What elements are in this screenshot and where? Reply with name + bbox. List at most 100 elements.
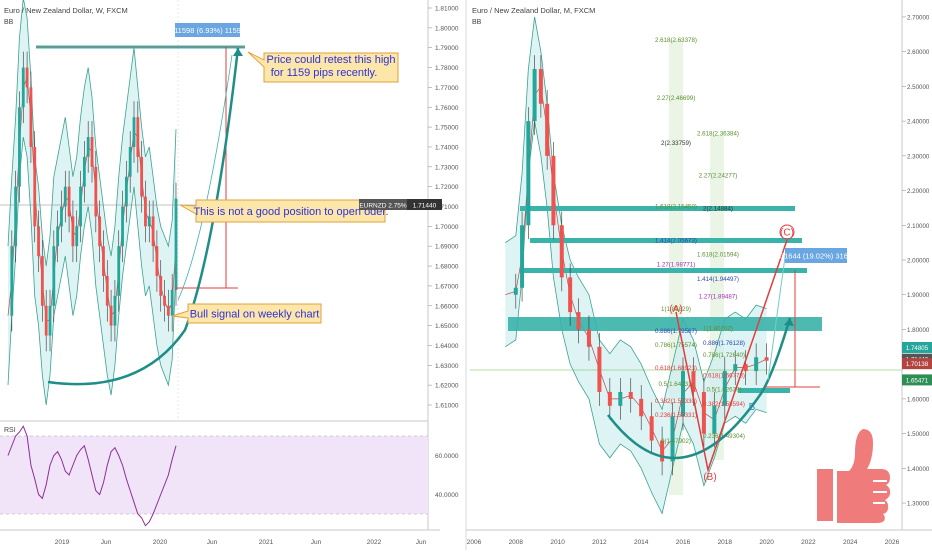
wave-label-b-minor: B bbox=[749, 402, 756, 413]
right-candle-body bbox=[597, 346, 602, 392]
right-y-tick-label: 1.30000 bbox=[907, 501, 930, 508]
rsi-series bbox=[7, 425, 177, 527]
right-price-tag-text: 1.74805 bbox=[906, 345, 929, 352]
right-y-tick-label: 2.40000 bbox=[907, 119, 930, 126]
left-indicator-label: BB bbox=[4, 19, 14, 26]
left-y-tick-label: 1.75000 bbox=[435, 125, 459, 132]
wave-c-circle bbox=[779, 224, 795, 240]
callout-bull-signal: Bull signal on weekly chart bbox=[171, 303, 322, 324]
right-candle-body bbox=[513, 287, 518, 295]
left-candle-body bbox=[136, 117, 140, 157]
fib-label: 0.618(1.68923) bbox=[655, 365, 697, 372]
right-x-tick-label: 2006 bbox=[467, 539, 482, 546]
left-candle-body bbox=[140, 156, 144, 197]
right-y-tick-label: 1.50000 bbox=[907, 431, 930, 438]
right-candle-body bbox=[568, 277, 573, 313]
right-y-tick-label: 1.40000 bbox=[907, 466, 930, 473]
left-price-series bbox=[10, 51, 178, 352]
fib-label: 1(1.85829) bbox=[661, 306, 691, 313]
right-x-tick-label: 2014 bbox=[634, 539, 649, 546]
left-candle-body bbox=[25, 67, 29, 88]
right-candle-body bbox=[520, 225, 525, 288]
fib-label: 1.27(1.98771) bbox=[657, 261, 696, 268]
left-x-tick-label: 2021 bbox=[259, 539, 274, 546]
wave-label-c: (C) bbox=[780, 228, 794, 239]
left-candle-body bbox=[117, 246, 121, 296]
fib-label: 0.236(1.55331) bbox=[655, 412, 697, 419]
left-x-tick-label: 2019 bbox=[55, 539, 70, 546]
left-x-tick-label: 2022 bbox=[367, 539, 382, 546]
right-x-tick-label: 2008 bbox=[509, 539, 524, 546]
right-candle-body bbox=[733, 364, 738, 372]
rsi-y-axis: 60.0000 40.0000 bbox=[435, 453, 459, 499]
left-bb-fill bbox=[8, 0, 176, 405]
left-candle-body bbox=[98, 216, 102, 247]
fib-right-labels: 2.618(2.36384) 2.27(2.24277) 2(2.14884) 1.6… bbox=[697, 131, 739, 333]
fib-label: 1.414(2.05673) bbox=[655, 237, 697, 244]
fib-label: 0.786(1.72640) bbox=[703, 352, 745, 359]
left-y-tick-label: 1.66000 bbox=[435, 303, 459, 310]
left-title: Euro / New Zealand Dollar, W, FXCM bbox=[4, 6, 128, 15]
right-y-tick-label: 2.70000 bbox=[907, 14, 930, 21]
left-y-tick-label: 1.64000 bbox=[435, 343, 459, 350]
right-price-tag bbox=[902, 374, 932, 386]
right-x-tick-label: 2026 bbox=[885, 539, 900, 546]
right-y-tick-label: 1.60000 bbox=[907, 396, 930, 403]
left-candle-body bbox=[124, 176, 128, 207]
left-y-tick-label: 1.69000 bbox=[435, 244, 459, 251]
right-x-tick-label: 2012 bbox=[592, 539, 607, 546]
right-measure-label: 0.31644 (19.02%) 3164.4 bbox=[774, 252, 859, 261]
left-candle-body bbox=[151, 216, 155, 247]
right-y-tick-label: 2.10000 bbox=[907, 223, 930, 230]
right-bb-fill bbox=[505, 16, 767, 514]
left-candle-body bbox=[174, 198, 178, 290]
right-bb-lower bbox=[505, 121, 767, 515]
right-candle-body bbox=[586, 329, 591, 347]
rsi-band bbox=[0, 436, 428, 514]
fib-label: 1(1.80202) bbox=[703, 326, 733, 333]
right-candle-body bbox=[538, 69, 543, 104]
fib-label: 0.618(1.66778) bbox=[703, 372, 745, 379]
callout-retest-line2: for 1159 pips recently. bbox=[271, 67, 378, 79]
left-bb-lower bbox=[7, 136, 177, 406]
left-x-tick-label: Jun bbox=[101, 539, 112, 546]
right-candle-body bbox=[722, 371, 727, 406]
right-candle-body bbox=[607, 391, 612, 406]
fib-lower-labels: 0.886(1.79567) 0.786(1.75574) 0.618(1.6892… bbox=[655, 328, 697, 445]
left-candle-body bbox=[21, 67, 25, 108]
callout-not-good: This is not a good position to open oder… bbox=[179, 199, 389, 223]
left-y-tick-label: 1.68000 bbox=[435, 264, 459, 271]
fib-label: 2(2.14884) bbox=[703, 205, 733, 212]
right-price-tag-text: 1.70138 bbox=[906, 361, 929, 368]
fib-label: 2(2.33759) bbox=[661, 140, 691, 147]
wave-label-a: (A) bbox=[669, 304, 682, 315]
rsi-tick-label: 60.0000 bbox=[435, 453, 459, 460]
fib-label: 2.618(2.36384) bbox=[697, 131, 739, 138]
right-measure-box bbox=[785, 248, 847, 263]
left-candle-body bbox=[90, 137, 94, 167]
left-candle-body bbox=[132, 117, 136, 147]
left-measure-label: 0.11598 (6.93%) 1159.8 bbox=[168, 26, 247, 35]
right-candle-body bbox=[618, 391, 623, 406]
thumbs-up-icon bbox=[817, 429, 891, 523]
right-x-tick-label: 2022 bbox=[801, 539, 816, 546]
fib-label: 2.27(2.24277) bbox=[699, 173, 738, 180]
right-bb-upper bbox=[505, 16, 767, 411]
fib-label: 1.618(2.01594) bbox=[697, 251, 739, 258]
left-y-tick-label: 1.74000 bbox=[435, 144, 459, 151]
left-symbol-tag-text: EURNZD 2.75% bbox=[359, 203, 407, 210]
right-candle-body bbox=[701, 391, 706, 434]
right-candle-body bbox=[545, 103, 550, 156]
left-candle-body bbox=[128, 146, 132, 177]
left-candle-body bbox=[48, 305, 52, 336]
left-x-tick-label: Jun bbox=[311, 539, 322, 546]
left-candle-body bbox=[14, 186, 18, 247]
left-candle-body bbox=[18, 107, 21, 187]
left-y-tick-label: 1.76000 bbox=[435, 105, 459, 112]
fib-label: 0.886(1.79567) bbox=[655, 328, 697, 335]
fib-label: 2.27(2.46699) bbox=[657, 95, 696, 102]
left-candle-body bbox=[37, 226, 40, 257]
left-candle-body bbox=[71, 216, 75, 247]
right-x-tick-label: 2010 bbox=[550, 539, 565, 546]
